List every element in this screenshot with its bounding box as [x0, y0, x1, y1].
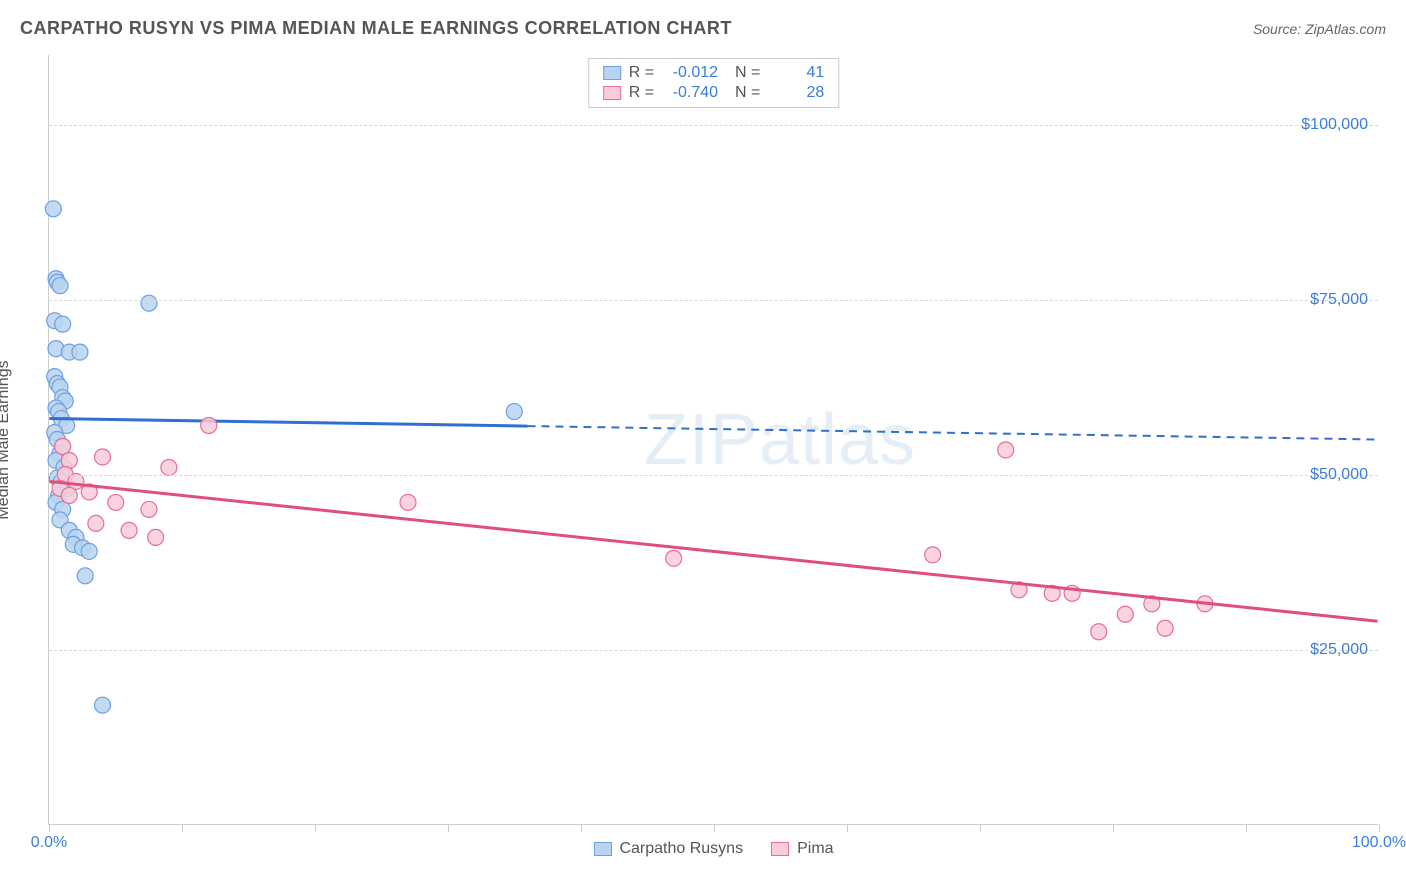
data-point: [925, 547, 941, 563]
gridline-h: [49, 650, 1378, 651]
data-point: [95, 449, 111, 465]
data-point: [77, 568, 93, 584]
legend-swatch-1: [593, 842, 611, 856]
scatter-plot-svg: [49, 55, 1378, 824]
data-point: [81, 543, 97, 559]
data-point: [141, 501, 157, 517]
x-tick: [49, 824, 50, 832]
bottom-legend: Carpatho Rusyns Pima: [593, 840, 833, 858]
data-point: [55, 316, 71, 332]
data-point: [998, 442, 1014, 458]
data-point: [61, 487, 77, 503]
trend-line-dashed: [528, 426, 1378, 439]
x-tick: [847, 824, 848, 832]
data-point: [108, 494, 124, 510]
data-point: [121, 522, 137, 538]
data-point: [148, 529, 164, 545]
data-point: [1157, 620, 1173, 636]
legend-label-2: Pima: [797, 840, 833, 858]
x-tick: [182, 824, 183, 832]
x-axis-left-label: 0.0%: [31, 834, 67, 852]
gridline-h: [49, 475, 1378, 476]
data-point: [400, 494, 416, 510]
data-point: [1117, 606, 1133, 622]
y-tick-label: $75,000: [1310, 291, 1368, 309]
data-point: [161, 459, 177, 475]
trend-line-solid: [49, 481, 1377, 621]
x-tick: [1246, 824, 1247, 832]
x-tick: [448, 824, 449, 832]
x-tick: [980, 824, 981, 832]
y-tick-label: $100,000: [1301, 116, 1368, 134]
data-point: [141, 295, 157, 311]
data-point: [45, 201, 61, 217]
gridline-h: [49, 125, 1378, 126]
x-tick: [1113, 824, 1114, 832]
chart-title: CARPATHO RUSYN VS PIMA MEDIAN MALE EARNI…: [20, 18, 732, 39]
y-tick-label: $50,000: [1310, 466, 1368, 484]
source-attribution: Source: ZipAtlas.com: [1253, 21, 1386, 37]
legend-swatch-2: [771, 842, 789, 856]
data-point: [52, 278, 68, 294]
plot-area: ZIPatlas R = -0.012 N = 41 R = -0.740 N …: [48, 55, 1378, 825]
data-point: [95, 697, 111, 713]
data-point: [666, 550, 682, 566]
y-axis-title: Median Male Earnings: [0, 360, 13, 519]
data-point: [506, 404, 522, 420]
x-tick: [714, 824, 715, 832]
legend-label-1: Carpatho Rusyns: [619, 840, 743, 858]
x-tick: [315, 824, 316, 832]
data-point: [201, 418, 217, 434]
legend-item-series-2: Pima: [771, 840, 833, 858]
data-point: [72, 344, 88, 360]
data-point: [88, 515, 104, 531]
x-axis-right-label: 100.0%: [1352, 834, 1406, 852]
gridline-h: [49, 300, 1378, 301]
x-tick: [1379, 824, 1380, 832]
data-point: [1091, 624, 1107, 640]
y-tick-label: $25,000: [1310, 641, 1368, 659]
legend-item-series-1: Carpatho Rusyns: [593, 840, 743, 858]
x-tick: [581, 824, 582, 832]
trend-line-solid: [49, 419, 527, 427]
